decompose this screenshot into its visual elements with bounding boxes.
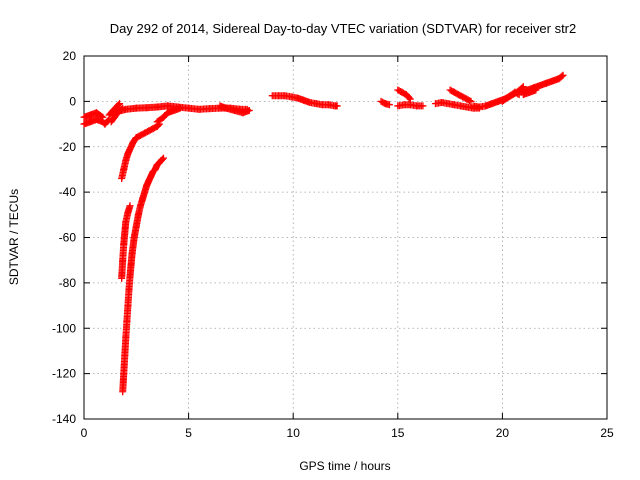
y-tick-label: -100 [52, 321, 76, 335]
x-tick-label: 5 [185, 426, 192, 440]
y-tick-label: -20 [59, 140, 77, 154]
data-point [245, 106, 253, 114]
data-point [532, 86, 540, 94]
x-axis-label: GPS time / hours [299, 459, 390, 473]
data-point [176, 104, 184, 112]
y-tick-label: -60 [59, 231, 77, 245]
data-point [559, 71, 567, 79]
y-tick-label: -40 [59, 185, 77, 199]
chart-title: Day 292 of 2014, Sidereal Day-to-day VTE… [110, 21, 577, 36]
data-point [558, 72, 566, 80]
data-point [514, 90, 522, 98]
data-point [115, 101, 123, 109]
data-point [155, 120, 163, 128]
data-point [99, 113, 107, 121]
data-point [419, 102, 427, 110]
y-tick-label: 20 [63, 49, 77, 63]
data-point [116, 100, 124, 108]
data-points [80, 71, 567, 396]
y-tick-label: -140 [52, 412, 76, 426]
x-tick-label: 10 [287, 426, 301, 440]
data-point [405, 94, 413, 102]
data-point [333, 102, 341, 110]
x-tick-label: 0 [81, 426, 88, 440]
grid-lines [84, 56, 607, 419]
x-tick-label: 20 [496, 426, 510, 440]
data-point [385, 101, 393, 109]
axis-ticks: -140 -120 -100 -80 -60 -40 -20 0 20 0 5 10 15 20 25 [52, 49, 614, 440]
x-tick-label: 15 [391, 426, 405, 440]
y-tick-label: -80 [59, 276, 77, 290]
x-tick-label: 25 [600, 426, 614, 440]
data-point [98, 112, 106, 120]
data-point [159, 154, 167, 162]
data-point [466, 97, 474, 105]
y-axis-label: SDTVAR / TECUs [7, 189, 21, 285]
data-point [467, 97, 475, 105]
y-tick-label: -120 [52, 367, 76, 381]
data-point [126, 202, 134, 210]
data-point [158, 155, 166, 163]
data-point [154, 121, 162, 129]
y-tick-label: 0 [69, 94, 76, 108]
